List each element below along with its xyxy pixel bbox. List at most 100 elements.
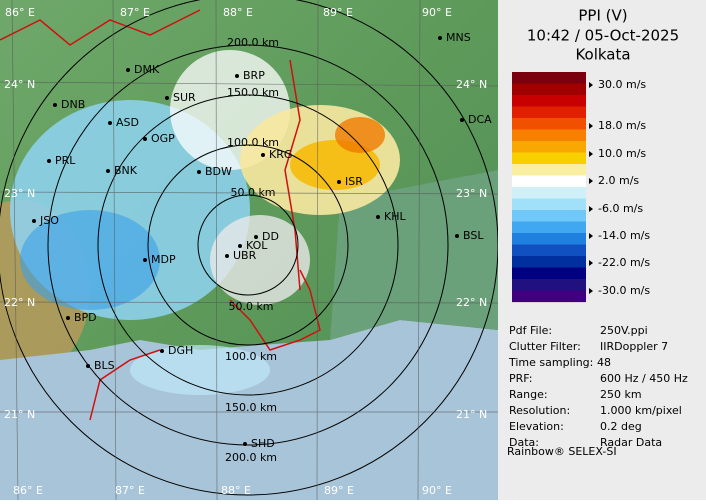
color-band bbox=[512, 175, 586, 188]
color-band bbox=[512, 198, 586, 211]
left-latitude: 21° N bbox=[4, 408, 35, 421]
station-label: UBR bbox=[233, 249, 257, 262]
color-band bbox=[512, 244, 586, 257]
station-dot bbox=[197, 170, 201, 174]
legend-arrow bbox=[589, 123, 593, 129]
station-dot bbox=[337, 180, 341, 184]
top-longitude: 86° E bbox=[5, 6, 35, 19]
color-band bbox=[512, 267, 586, 280]
bottom-longitude: 87° E bbox=[115, 484, 145, 497]
station-label: BPD bbox=[74, 311, 97, 324]
range-label: 50.0 km bbox=[230, 186, 275, 199]
panel-site: Kolkata bbox=[575, 46, 630, 64]
legend-label: -30.0 m/s bbox=[598, 284, 650, 297]
bottom-longitude: 88° E bbox=[221, 484, 251, 497]
range-label: 200.0 km bbox=[225, 451, 277, 464]
station-label: DD bbox=[262, 230, 279, 243]
station-dot bbox=[225, 254, 229, 258]
top-longitude: 88° E bbox=[223, 6, 253, 19]
legend-label: 2.0 m/s bbox=[598, 174, 639, 187]
bottom-longitude: 89° E bbox=[324, 484, 354, 497]
bottom-longitude: 86° E bbox=[13, 484, 43, 497]
info-value: 48 bbox=[597, 356, 611, 369]
info-key: Pdf File: bbox=[509, 324, 552, 337]
right-latitude: 22° N bbox=[456, 296, 487, 309]
color-band bbox=[512, 152, 586, 165]
range-label: 100.0 km bbox=[225, 350, 277, 363]
station-label: ISR bbox=[345, 175, 363, 188]
legend-label: -14.0 m/s bbox=[598, 229, 650, 242]
color-band bbox=[512, 256, 586, 268]
info-key: Time sampling: bbox=[508, 356, 593, 369]
station-label: BSL bbox=[463, 229, 484, 242]
station-dot bbox=[47, 159, 51, 163]
range-label: 150.0 km bbox=[227, 86, 279, 99]
station-dot bbox=[143, 137, 147, 141]
station-dot bbox=[243, 442, 247, 446]
left-latitude: 22° N bbox=[4, 296, 35, 309]
legend-label: -6.0 m/s bbox=[598, 202, 643, 215]
station-dot bbox=[438, 36, 442, 40]
station-label: ASD bbox=[116, 116, 139, 129]
color-band bbox=[512, 106, 586, 119]
station-dot bbox=[160, 349, 164, 353]
station-label: MNS bbox=[446, 31, 471, 44]
legend-label: 30.0 m/s bbox=[598, 78, 646, 91]
color-band bbox=[512, 118, 586, 130]
info-key: Range: bbox=[509, 388, 548, 401]
legend-arrow bbox=[589, 260, 593, 266]
range-label: 150.0 km bbox=[225, 401, 277, 414]
color-band bbox=[512, 210, 586, 222]
info-value: 600 Hz / 450 Hz bbox=[600, 372, 688, 385]
range-label: 50.0 km bbox=[228, 300, 273, 313]
station-dot bbox=[143, 258, 147, 262]
station-label: MDP bbox=[151, 253, 176, 266]
info-key: Clutter Filter: bbox=[509, 340, 581, 353]
station-dot bbox=[376, 215, 380, 219]
left-latitude: 24° N bbox=[4, 78, 35, 91]
info-key: Elevation: bbox=[509, 420, 564, 433]
station-dot bbox=[106, 169, 110, 173]
station-dot bbox=[455, 234, 459, 238]
station-label: DNB bbox=[61, 98, 85, 111]
footer: Rainbow® SELEX-SI bbox=[507, 445, 617, 458]
station-dot bbox=[165, 96, 169, 100]
color-band bbox=[512, 83, 586, 96]
map: 86° E 87° E 88° E 89° E 90° E 86° E 87° E 88° E… bbox=[0, 0, 498, 500]
left-latitude: 23° N bbox=[4, 187, 35, 200]
right-latitude: 21° N bbox=[456, 408, 487, 421]
station-label: PRL bbox=[55, 154, 76, 167]
station-label: KHL bbox=[384, 210, 406, 223]
info-value: Radar Data bbox=[600, 436, 662, 449]
station-label: DGH bbox=[168, 344, 193, 357]
right-latitude: 24° N bbox=[456, 78, 487, 91]
color-band bbox=[512, 72, 586, 84]
legend-arrow bbox=[589, 82, 593, 88]
color-band bbox=[512, 290, 586, 303]
station-dot bbox=[53, 103, 57, 107]
bottom-longitude: 90° E bbox=[422, 484, 452, 497]
color-band bbox=[512, 279, 586, 291]
station-label: KOL bbox=[246, 239, 268, 252]
station-label: KRG bbox=[269, 148, 292, 161]
color-band bbox=[512, 187, 586, 199]
graticule bbox=[0, 0, 498, 500]
station-label: JSO bbox=[39, 214, 59, 227]
color-band bbox=[512, 221, 586, 234]
station-dot bbox=[86, 364, 90, 368]
station-label: BNK bbox=[114, 164, 138, 177]
panel-time: 10:42 / 05-Oct-2025 bbox=[527, 27, 679, 45]
station-label: BRP bbox=[243, 69, 265, 82]
top-longitude: 87° E bbox=[120, 6, 150, 19]
station-dot bbox=[254, 235, 258, 239]
info-key: PRF: bbox=[509, 372, 532, 385]
station-dot bbox=[460, 118, 464, 122]
info-key: Resolution: bbox=[509, 404, 570, 417]
top-longitude: 89° E bbox=[323, 6, 353, 19]
range-rings bbox=[0, 0, 498, 496]
color-band bbox=[512, 141, 586, 153]
station-label: OGP bbox=[151, 132, 175, 145]
info-value: 1.000 km/pixel bbox=[600, 404, 682, 417]
legend-arrow bbox=[589, 178, 593, 184]
